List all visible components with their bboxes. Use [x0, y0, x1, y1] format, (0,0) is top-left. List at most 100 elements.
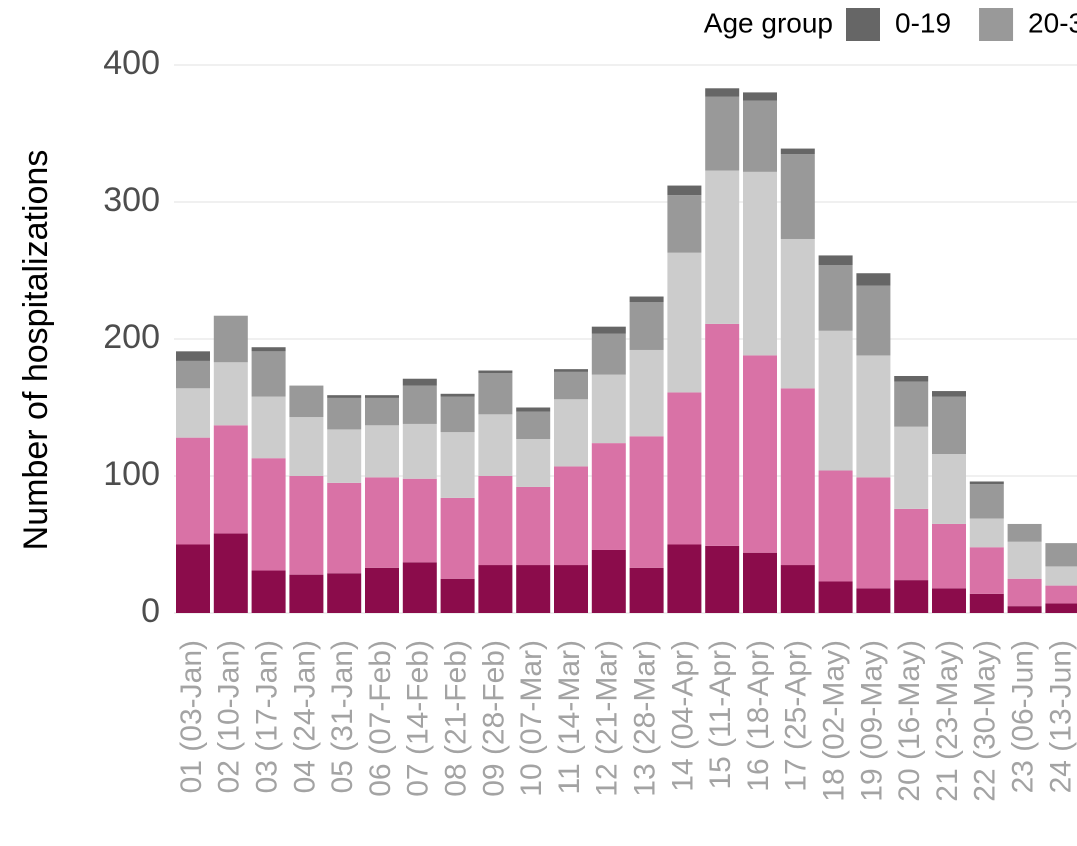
bar-segment [176, 544, 210, 613]
bar-segment [554, 466, 588, 566]
x-tick-label: 24 (13-Jun) [1044, 640, 1077, 793]
y-tick-label: 200 [103, 318, 160, 356]
y-axis-title: Number of hospitalizations [17, 150, 55, 551]
x-tick-label: 04 (24-Jan) [288, 640, 321, 793]
bar-segment [213, 533, 248, 613]
bar-segment [591, 549, 626, 613]
bar-segment [705, 545, 740, 613]
bar-segment [894, 381, 929, 427]
bar-segment [667, 252, 702, 393]
bar-segment [176, 388, 210, 438]
bar-segment [478, 565, 513, 613]
bar-segment [554, 371, 588, 400]
bar-segment [516, 486, 551, 566]
bar-segment [1007, 523, 1042, 542]
legend-label: 20-3 [1028, 7, 1077, 38]
x-tick-label: 17 (25-Apr) [780, 640, 813, 792]
bar-segment [667, 185, 702, 196]
bar-segment [289, 385, 324, 418]
bar-segment [1045, 585, 1077, 604]
bar-segment [818, 470, 853, 582]
bar-segment [705, 96, 740, 171]
bar-segment [780, 565, 815, 613]
legend-swatch [979, 8, 1014, 41]
bar-segment [327, 573, 362, 613]
bar-segment [365, 477, 399, 568]
bar-segment [856, 285, 891, 356]
bar-segment [402, 385, 437, 424]
bar-segment [629, 567, 664, 613]
bar-segment [327, 397, 362, 430]
y-tick-label: 300 [103, 181, 160, 219]
x-tick-label: 15 (11-Apr) [704, 640, 737, 790]
bar-segment [705, 88, 740, 97]
bar-segment [289, 476, 324, 575]
bar-segment [856, 477, 891, 589]
bar-segment [780, 154, 815, 239]
bar-segment [856, 355, 891, 478]
bar-segment [969, 547, 1004, 594]
bar-segment [402, 478, 437, 563]
bar-segment [629, 349, 664, 437]
bar-segment [516, 565, 551, 613]
bar-segment [440, 396, 475, 433]
bar-segment [1045, 603, 1077, 613]
bar-segment [554, 399, 588, 467]
bar-segment [591, 326, 626, 334]
bar-segment [176, 351, 210, 361]
x-tick-label: 18 (02-May) [818, 640, 851, 802]
bar-segment [516, 407, 551, 412]
bar-segment [591, 374, 626, 444]
bar-segment [478, 476, 513, 566]
bar-segment [440, 578, 475, 613]
x-tick-label: 05 (31-Jan) [326, 640, 359, 793]
legend-title: Age group [704, 7, 833, 38]
bar-segment [251, 347, 286, 352]
bar-segment [894, 375, 929, 382]
bar-segment [894, 426, 929, 509]
bar-segment [1045, 543, 1077, 567]
x-tick-label: 08 (21-Feb) [440, 640, 473, 797]
bar-segment [969, 484, 1004, 519]
bar-segment [213, 362, 248, 426]
x-tick-label: 23 (06-Jun) [1007, 640, 1040, 793]
bar-segment [554, 565, 588, 613]
bar-segment [894, 580, 929, 613]
bar-segment [176, 437, 210, 545]
bar-segment [554, 369, 588, 372]
bar-segment [743, 92, 777, 101]
x-tick-label: 14 (04-Apr) [666, 640, 699, 792]
bar-segment [1007, 541, 1042, 579]
x-tick-label: 12 (21-Mar) [591, 640, 624, 797]
bar-segment [327, 482, 362, 574]
bar-segment [932, 391, 966, 397]
x-tick-label: 13 (28-Mar) [629, 640, 662, 797]
bar-segment [402, 562, 437, 613]
bar-segment [629, 296, 664, 303]
bar-segment [932, 396, 966, 455]
bar-segment [251, 351, 286, 397]
bar-segment [818, 330, 853, 471]
x-tick-label: 10 (07-Mar) [515, 640, 548, 797]
x-tick-label: 19 (09-May) [855, 640, 888, 802]
x-tick-label: 02 (10-Jan) [213, 640, 246, 793]
y-tick-label: 400 [103, 44, 160, 82]
bar-segment [1007, 578, 1042, 607]
bar-segment [667, 544, 702, 613]
bar-segment [365, 395, 399, 398]
bar-segment [743, 100, 777, 172]
bar-segment [969, 518, 1004, 548]
y-tick-label: 0 [141, 592, 160, 630]
bar-segment [1007, 606, 1042, 613]
bar-segment [402, 378, 437, 386]
legend-swatch [846, 8, 880, 41]
bar-segment [818, 255, 853, 266]
bar-segment [856, 588, 891, 613]
bar-segment [365, 567, 399, 613]
x-tick-label: 22 (30-May) [969, 640, 1002, 802]
bar-segment [629, 302, 664, 350]
x-tick-label: 03 (17-Jan) [251, 640, 284, 793]
bar-segment [440, 497, 475, 579]
bar-segment [478, 373, 513, 415]
